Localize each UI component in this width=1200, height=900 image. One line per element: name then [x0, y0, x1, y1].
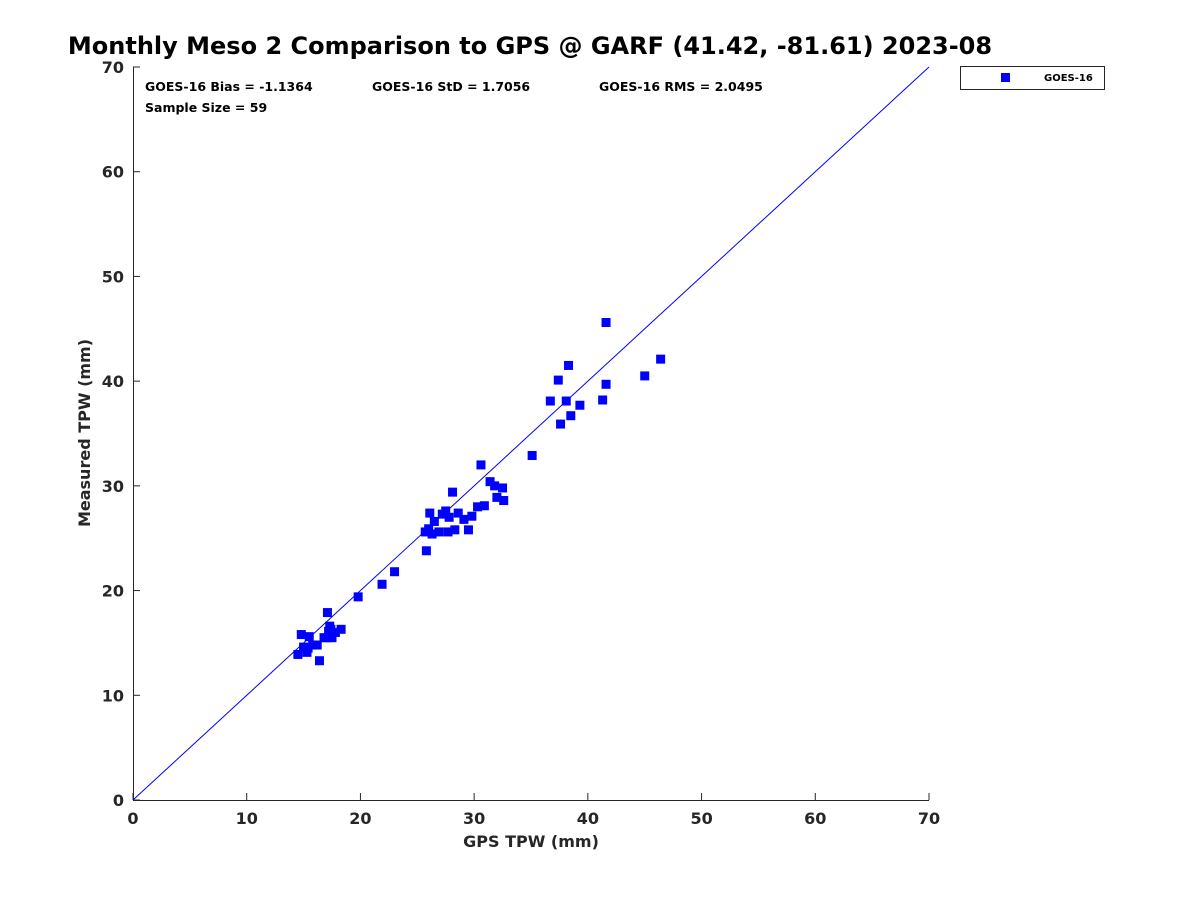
- data-point: [553, 375, 563, 385]
- data-point: [441, 506, 451, 516]
- data-point: [527, 450, 537, 460]
- data-point: [564, 360, 574, 370]
- data-point: [556, 419, 566, 429]
- data-point: [476, 460, 486, 470]
- data-point: [444, 512, 454, 522]
- data-point: [453, 508, 463, 518]
- data-point: [312, 640, 322, 650]
- data-point: [566, 411, 576, 421]
- x-tick-label: 0: [127, 809, 138, 828]
- data-point: [421, 546, 431, 556]
- data-point: [601, 318, 611, 328]
- stats-box: GOES-16 Bias = -1.1364 GOES-16 StD = 1.7…: [145, 79, 763, 115]
- data-point: [327, 633, 337, 643]
- data-point: [390, 567, 400, 577]
- data-point: [296, 630, 306, 640]
- std-stat: GOES-16 StD = 1.7056: [372, 79, 530, 94]
- bias-stat: GOES-16 Bias = -1.1364: [145, 79, 313, 94]
- data-point: [326, 624, 336, 634]
- y-tick-label: 0: [113, 791, 124, 810]
- axes: [133, 67, 929, 801]
- x-tick-label: 40: [577, 809, 599, 828]
- y-ticks: 0 10 20 30 40 50 60 70: [102, 58, 140, 810]
- data-point: [467, 511, 477, 521]
- data-point: [303, 643, 313, 653]
- data-point: [656, 354, 666, 364]
- x-tick-label: 60: [804, 809, 826, 828]
- data-point: [492, 492, 502, 502]
- one-to-one-line: [132, 66, 930, 801]
- data-point: [498, 483, 508, 493]
- data-point: [561, 396, 571, 406]
- y-tick-label: 20: [102, 582, 124, 601]
- data-point: [429, 516, 439, 526]
- sample-size-stat: Sample Size = 59: [145, 100, 267, 115]
- data-point: [377, 579, 387, 589]
- data-point: [443, 527, 453, 537]
- data-point: [490, 481, 500, 491]
- data-point: [448, 487, 458, 497]
- data-point: [425, 508, 435, 518]
- y-tick-label: 70: [102, 58, 124, 77]
- y-tick-label: 30: [102, 477, 124, 496]
- data-point: [293, 649, 303, 659]
- x-ticks: 0 10 20 30 40 50 60 70: [127, 793, 940, 828]
- y-tick-label: 60: [102, 163, 124, 182]
- legend: GOES-16: [960, 66, 1105, 90]
- y-tick-label: 10: [102, 686, 124, 705]
- data-point: [427, 529, 437, 539]
- data-point: [353, 592, 363, 602]
- legend-marker-goes16: [1001, 73, 1010, 82]
- x-tick-label: 20: [349, 809, 371, 828]
- data-point: [450, 525, 460, 535]
- x-tick-label: 70: [918, 809, 940, 828]
- data-point: [575, 400, 585, 410]
- data-point: [330, 627, 340, 637]
- data-point: [598, 395, 608, 405]
- x-tick-label: 10: [236, 809, 258, 828]
- data-point: [424, 524, 434, 534]
- data-point: [479, 501, 489, 511]
- data-point: [473, 502, 483, 512]
- y-axis-label: Measured TPW (mm): [75, 339, 94, 527]
- data-point: [308, 640, 318, 650]
- y-tick-label: 50: [102, 267, 124, 286]
- data-point: [545, 396, 555, 406]
- x-tick-label: 50: [690, 809, 712, 828]
- data-point: [463, 525, 473, 535]
- data-point: [459, 514, 469, 524]
- data-point: [499, 496, 509, 506]
- data-point: [322, 633, 332, 643]
- legend-box: [960, 66, 1105, 90]
- data-point: [304, 632, 314, 642]
- rms-stat: GOES-16 RMS = 2.0495: [599, 79, 763, 94]
- data-point: [336, 624, 346, 634]
- data-points: [293, 318, 666, 666]
- data-point: [434, 527, 444, 537]
- data-point: [601, 379, 611, 389]
- legend-entry-goes16: GOES-16: [1044, 73, 1093, 84]
- chart-title: Monthly Meso 2 Comparison to GPS @ GARF …: [68, 32, 992, 60]
- x-tick-label: 30: [463, 809, 485, 828]
- data-point: [314, 656, 324, 666]
- data-point: [485, 477, 495, 487]
- y-tick-label: 40: [102, 372, 124, 391]
- x-axis-label: GPS TPW (mm): [463, 832, 599, 851]
- data-point: [322, 608, 332, 618]
- data-point: [299, 642, 309, 652]
- data-point: [640, 371, 650, 381]
